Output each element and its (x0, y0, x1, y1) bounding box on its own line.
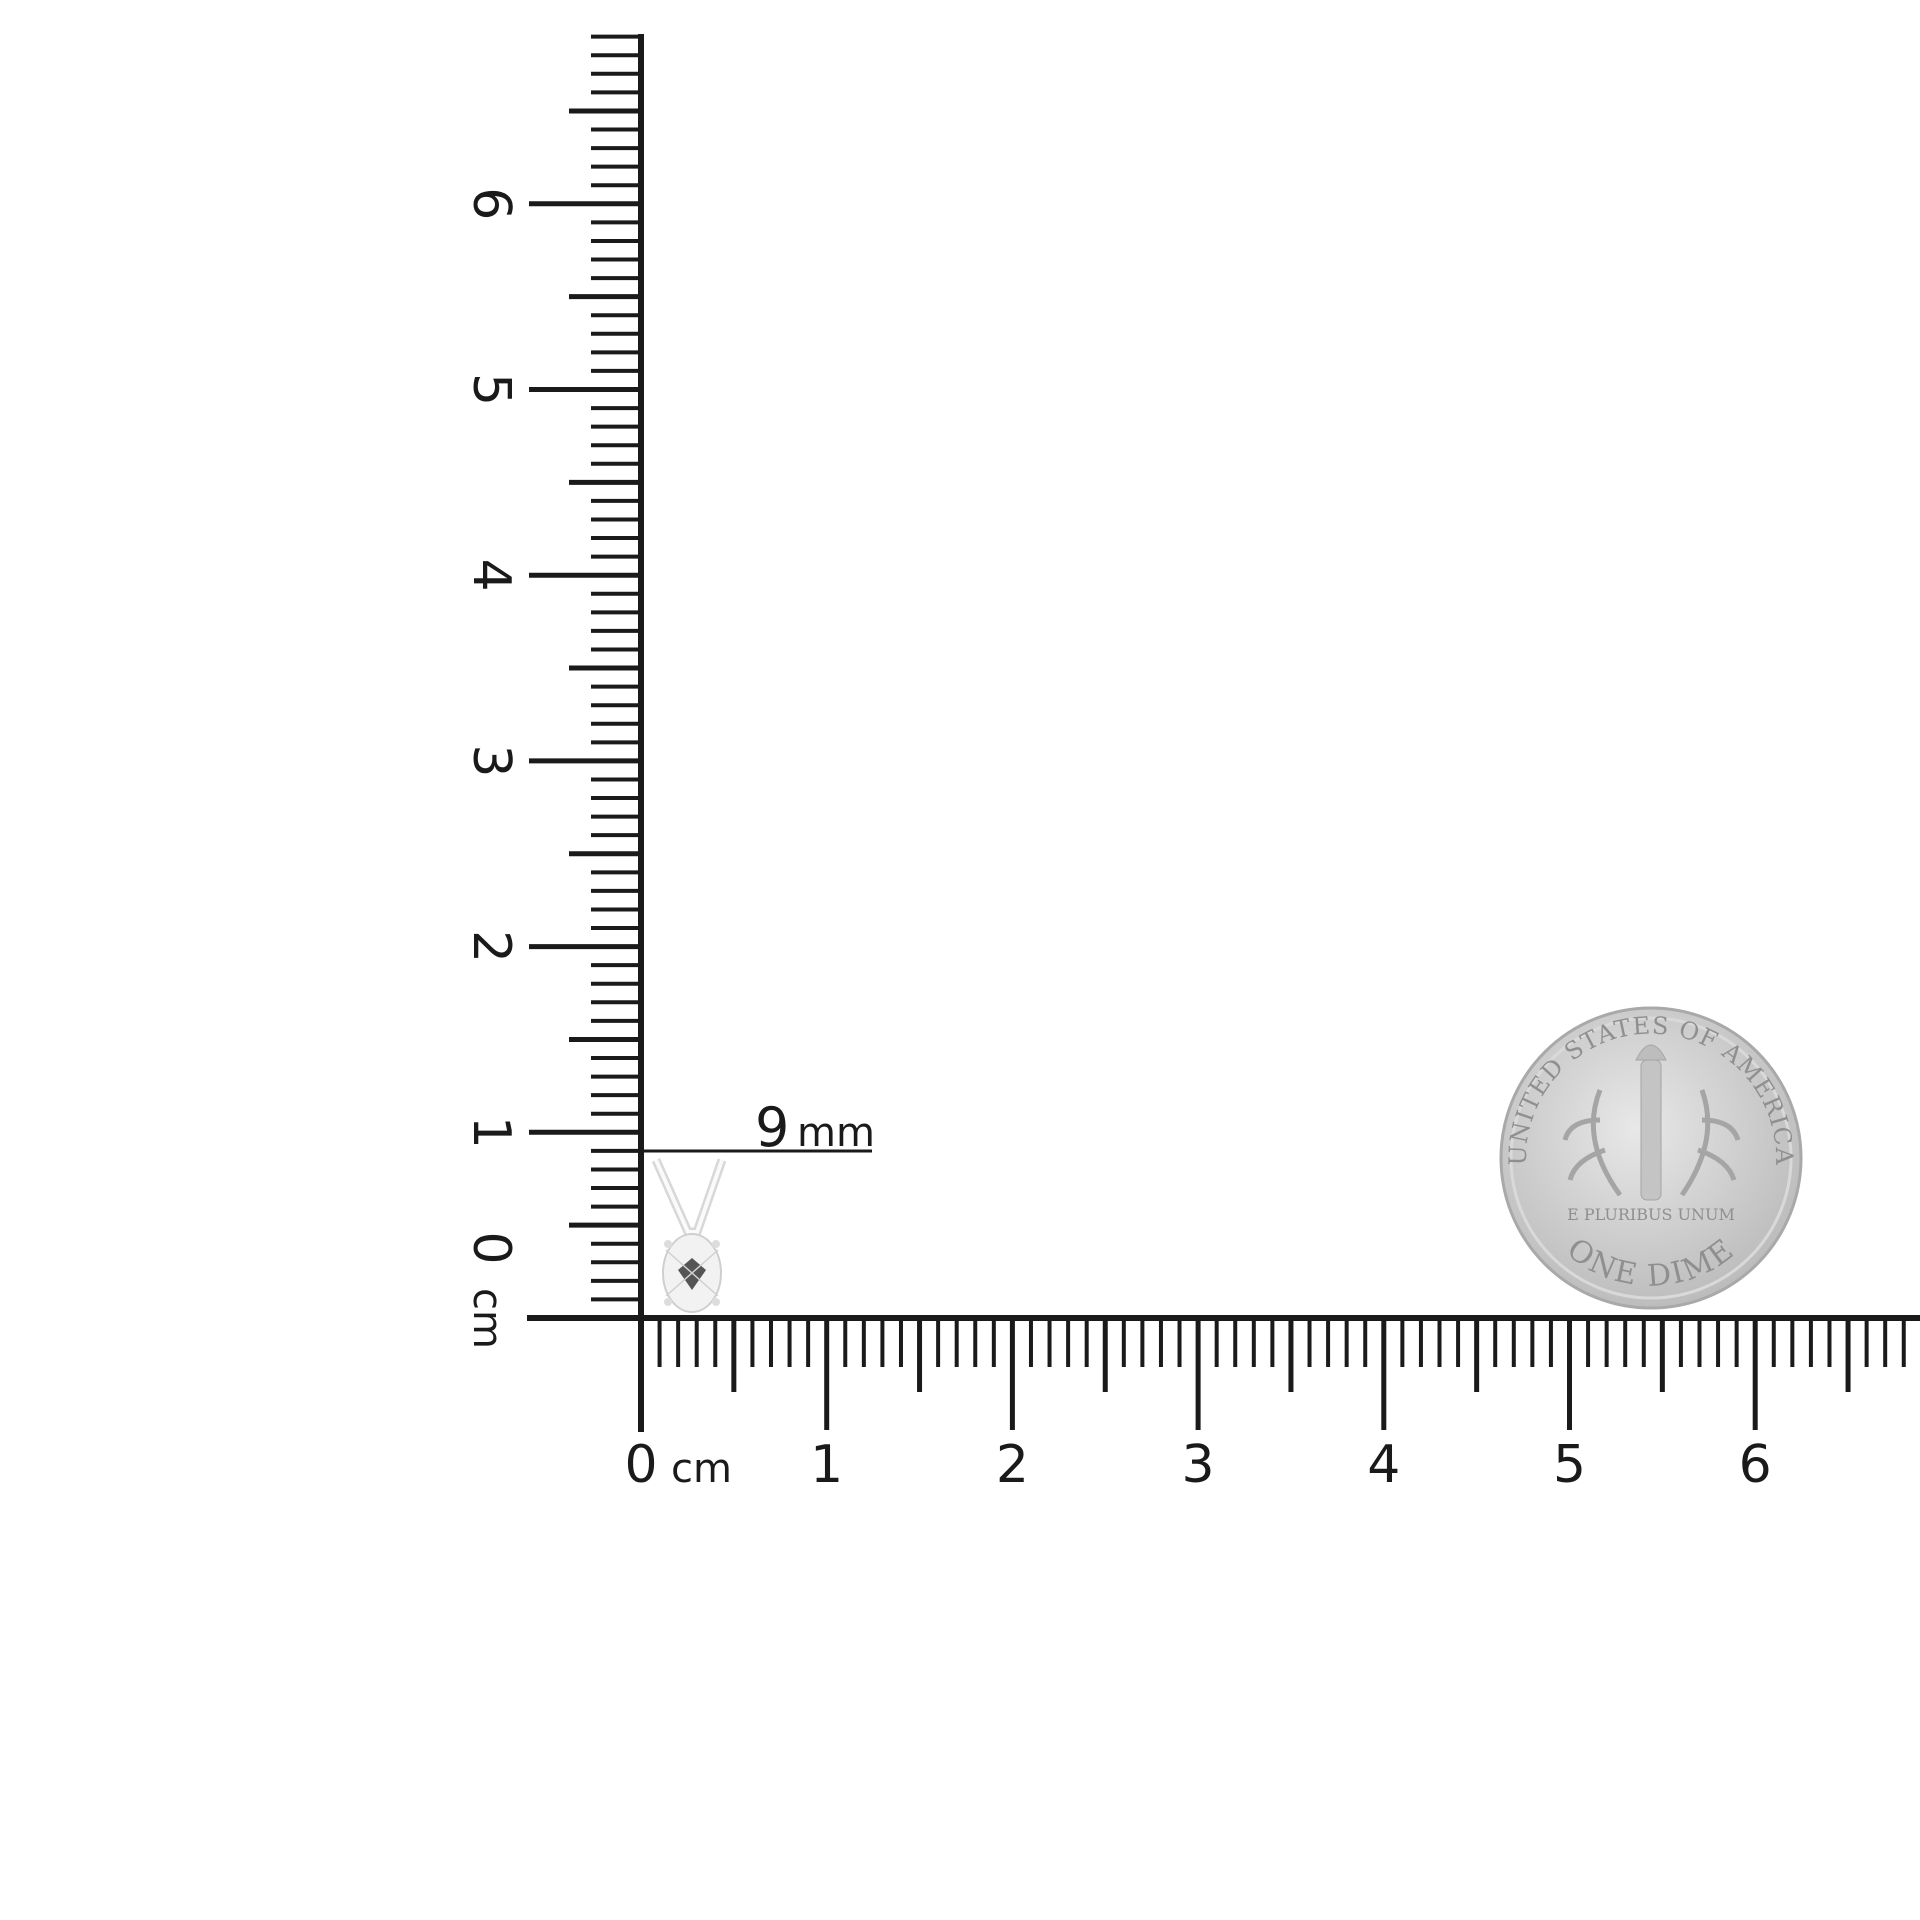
y-label: 4 (461, 559, 521, 592)
y-label: 3 (461, 744, 521, 777)
x-label: 5 (1553, 1435, 1586, 1495)
x-unit-label: cm (671, 1446, 732, 1492)
x-label: 6 (1739, 1435, 1772, 1495)
measurement-value: 9 (755, 1096, 789, 1159)
y-label: 5 (461, 373, 521, 406)
y-label: 1 (461, 1116, 521, 1149)
y-unit-label: cm (464, 1288, 510, 1349)
y-ruler-labels: 0 cm 1 2 3 4 5 6 (461, 187, 521, 1349)
x-label: 2 (996, 1435, 1029, 1495)
y-label: 6 (461, 187, 521, 220)
x-ruler-labels: 0 cm 1 2 3 4 5 6 (624, 1435, 1771, 1495)
measurement-unit: mm (797, 1110, 875, 1156)
y-ruler-ticks (529, 34, 641, 1302)
y-label: 2 (461, 930, 521, 963)
x-ruler-ticks (657, 1318, 1906, 1430)
coin-motto: E PLURIBUS UNUM (1567, 1205, 1735, 1224)
y-label: 0 cm (461, 1231, 521, 1349)
x-label: 0 (624, 1435, 657, 1495)
x-label: 3 (1182, 1435, 1215, 1495)
svg-text:0: 0 (461, 1231, 521, 1264)
x-label: 4 (1367, 1435, 1400, 1495)
x-label: 1 (810, 1435, 843, 1495)
dime-coin-image: UNITED STATES OF AMERICA ONE DIME E PLUR… (1499, 1006, 1803, 1310)
pendant-image (651, 1158, 727, 1313)
